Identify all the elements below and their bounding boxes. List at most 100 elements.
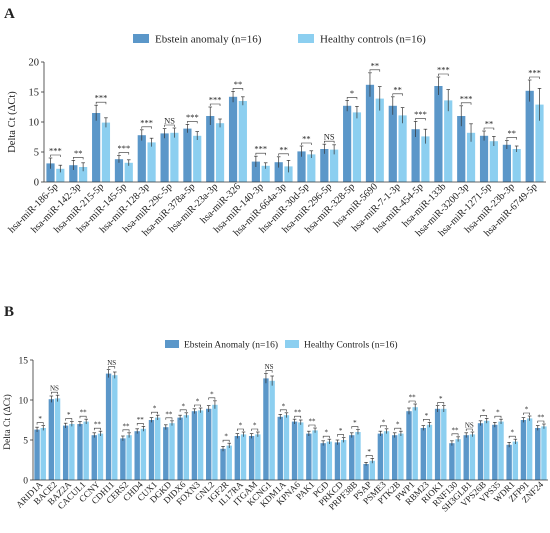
errorbar-DGKD-s1 bbox=[164, 424, 168, 430]
bar-hsa-miR-142-3p-s1 bbox=[69, 165, 78, 182]
significance-label-hsa-miR-145-5p: *** bbox=[117, 143, 130, 153]
errorbar-ZFP91-s2 bbox=[527, 415, 532, 421]
errorbar-hsa-miR-3200-3p-s2 bbox=[469, 123, 473, 142]
errorbar-PSME3-s2 bbox=[384, 428, 389, 434]
significance-label-KDM1A: * bbox=[282, 402, 286, 410]
errorbar-KCNG1-s1 bbox=[264, 373, 268, 384]
significance-hsa-miR-6749-5p: *** bbox=[528, 68, 541, 79]
y-tick-label-2: 10 bbox=[19, 397, 29, 407]
significance-VPS26B: * bbox=[480, 408, 488, 418]
significance-label-ZFP91: * bbox=[525, 406, 529, 414]
significance-ARID1A: * bbox=[36, 415, 44, 425]
errorbar-hsa-miR-296-5p-s1 bbox=[322, 143, 327, 154]
errorbar-FOXN3-s1 bbox=[192, 408, 197, 414]
bar-hsa-miR-23b-3p-s1 bbox=[502, 144, 511, 182]
errorbar-IGF2R-s1 bbox=[221, 446, 225, 452]
errorbar-ITGAM-s2 bbox=[256, 431, 260, 437]
y-tick-label-2: 10 bbox=[29, 118, 40, 129]
errorbar-BAZ2A-s2 bbox=[70, 421, 74, 427]
bar-hsa-miR-328-5p-s1 bbox=[343, 105, 352, 182]
panel-a-y-ticks: 0 5 10 15 20 bbox=[29, 58, 44, 189]
y-tick-label-1: 5 bbox=[23, 437, 28, 447]
errorbar-CCNY-s2 bbox=[98, 430, 103, 436]
significance-KPNA6: ** bbox=[294, 409, 302, 419]
significance-hsa-miR-133b: *** bbox=[437, 65, 450, 76]
errorbar-hsa-miR-23a-3p-s2 bbox=[218, 118, 222, 128]
significance-label-hsa-miR-23a-3p: *** bbox=[209, 95, 222, 105]
bar-hsa-miR-140-3p-s1 bbox=[251, 161, 260, 182]
errorbar-RNF130-s1 bbox=[450, 440, 454, 446]
significance-label-KPNA6: ** bbox=[294, 409, 302, 417]
bar-PAK1-s2 bbox=[312, 430, 318, 480]
significance-label-GNL2: * bbox=[210, 390, 214, 398]
significance-label-KCNG1: NS bbox=[265, 363, 274, 371]
significance-label-BACE2: NS bbox=[50, 385, 59, 393]
errorbar-CDH11-s1 bbox=[106, 369, 111, 378]
significance-label-RBM23: * bbox=[425, 412, 429, 420]
significance-hsa-miR-29c-5p: NS bbox=[164, 116, 175, 127]
errorbar-WDR1-s1 bbox=[507, 442, 511, 448]
errorbar-WDR1-s2 bbox=[513, 438, 518, 444]
significance-CHD4: ** bbox=[137, 416, 144, 426]
errorbar-CUX1-s2 bbox=[155, 414, 160, 420]
bar-BAZ2A-s2 bbox=[69, 424, 75, 480]
bar-CCNY-s1 bbox=[91, 435, 97, 480]
errorbar-PSME3-s1 bbox=[378, 430, 383, 436]
significance-label-CERS2: ** bbox=[122, 422, 130, 430]
significance-hsa-miR-7-1-3p: ** bbox=[392, 84, 403, 96]
significance-label-hsa-miR-6749-5p: *** bbox=[528, 68, 541, 78]
errorbar-BAZ2A-s1 bbox=[63, 422, 68, 428]
bar-KPNA6-s2 bbox=[298, 422, 304, 480]
significance-label-RIOK1: * bbox=[439, 395, 443, 403]
bar-BACE2-s2 bbox=[54, 398, 61, 480]
errorbar-hsa-miR-6749-5p-s2 bbox=[537, 88, 542, 121]
errorbar-hsa-miR-23b-3p-s2 bbox=[514, 145, 519, 152]
bar-hsa-miR-454-5p-s1 bbox=[411, 129, 420, 182]
panel-b-label: B bbox=[4, 304, 14, 320]
panel-a-legend: Ebstein anomaly (n=16) Healthy controls … bbox=[133, 34, 426, 46]
errorbar-hsa-miR-7-1-3p-s1 bbox=[390, 96, 395, 115]
errorbar-CCNY-s1 bbox=[92, 432, 97, 438]
errorbar-hsa-miR-186-5p-s1 bbox=[48, 157, 53, 169]
significance-hsa-miR-296-5p: NS bbox=[324, 132, 335, 144]
bar-hsa-miR-1271-5p-s1 bbox=[479, 135, 489, 182]
legend-b-label-2: Healthy Controls (n=16) bbox=[304, 340, 397, 351]
bar-hsa-miR-1271-5p-s2 bbox=[489, 141, 498, 182]
bar-SH3GLB1-s1 bbox=[463, 435, 469, 480]
panel-a: A Ebstein anomaly (n=16) Healthy control… bbox=[4, 6, 546, 239]
significance-KCNG1: NS bbox=[265, 363, 274, 373]
bar-KCNG1-s2 bbox=[269, 380, 275, 480]
bar-hsa-miR-142-3p-s2 bbox=[79, 167, 88, 182]
errorbar-CERS2-s2 bbox=[127, 432, 131, 438]
significance-hsa-miR-1271-5p: ** bbox=[483, 119, 495, 130]
y-tick-label-0: 0 bbox=[34, 178, 39, 189]
significance-label-DIDX6: * bbox=[181, 402, 185, 410]
errorbar-hsa-miR-378a-5p-s2 bbox=[195, 131, 200, 140]
significance-label-PAK1: ** bbox=[308, 418, 316, 426]
bar-WDR1-s2 bbox=[512, 441, 519, 480]
errorbar-hsa-miR-3200-3p-s1 bbox=[459, 105, 464, 127]
bar-ZFP91-s1 bbox=[520, 420, 527, 480]
bar-IGF2R-s1 bbox=[220, 448, 226, 480]
significance-label-hsa-miR-29c-5p: NS bbox=[164, 116, 175, 126]
errorbar-hsa-miR-296-5p-s2 bbox=[332, 144, 336, 155]
errorbar-BACE2-s2 bbox=[55, 394, 60, 402]
bar-VPS26B-s2 bbox=[484, 420, 490, 480]
errorbar-ARID1A-s1 bbox=[35, 426, 39, 432]
bar-hsa-miR-30d-5p-s2 bbox=[307, 154, 316, 182]
significance-label-PWP1: ** bbox=[409, 394, 417, 402]
bar-hsa-miR-29c-5p-s2 bbox=[170, 132, 179, 182]
legend-b-swatch-2 bbox=[285, 340, 299, 348]
bar-PSME3-s2 bbox=[383, 431, 390, 480]
errorbar-KCNG1-s2 bbox=[270, 375, 274, 386]
errorbar-PWP1-s1 bbox=[407, 407, 411, 415]
bar-hsa-miR-30d-5p-s1 bbox=[297, 151, 306, 182]
bar-CACUL1-s1 bbox=[77, 424, 83, 480]
bar-PTK2B-s1 bbox=[391, 435, 398, 480]
significance-PAK1: ** bbox=[308, 418, 316, 427]
significance-PWP1: ** bbox=[409, 394, 417, 403]
significance-label-hsa-miR-1271-5p: ** bbox=[485, 119, 494, 129]
bar-hsa-miR-3200-3p-s2 bbox=[466, 132, 476, 182]
significance-label-hsa-miR-296-5p: NS bbox=[324, 132, 335, 142]
bar-ITGAM-s2 bbox=[255, 434, 261, 480]
